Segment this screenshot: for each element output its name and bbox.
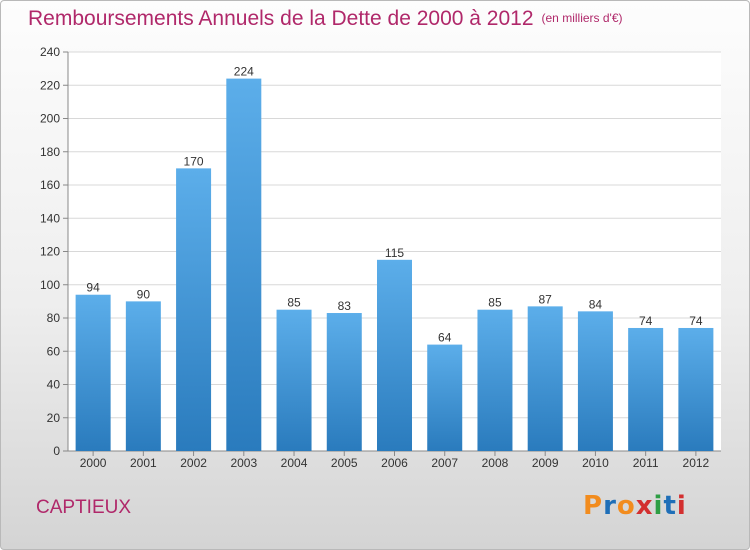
logo-letter: t (663, 491, 677, 521)
y-tick-label: 80 (47, 311, 61, 325)
bar-2008 (477, 309, 513, 451)
x-tick-label: 2004 (281, 456, 308, 470)
bar-2012 (678, 327, 714, 451)
bar-2001 (125, 301, 161, 451)
bar-2000 (75, 294, 111, 451)
location-name: CAPTIEUX (36, 497, 132, 518)
proxiti-logo: Proxiti (583, 491, 687, 521)
y-tick-label: 20 (47, 411, 61, 425)
y-tick-label: 60 (47, 344, 61, 358)
bar-2009 (527, 306, 563, 451)
data-label: 83 (338, 299, 352, 313)
data-label: 85 (287, 296, 301, 310)
logo-letter: r (603, 491, 617, 521)
data-label: 90 (137, 287, 151, 301)
bar-2002 (176, 168, 212, 451)
x-tick-label: 2002 (180, 456, 207, 470)
chart-title-main: Remboursements Annuels de la Dette de 20… (28, 7, 534, 30)
data-label: 74 (689, 314, 703, 328)
y-tick-label: 160 (40, 178, 60, 192)
data-label: 87 (539, 292, 553, 306)
x-tick-label: 2001 (130, 456, 157, 470)
data-label: 64 (438, 331, 452, 345)
bar-2010 (577, 311, 613, 451)
logo-letter: x (635, 491, 654, 521)
x-tick-label: 2008 (482, 456, 509, 470)
x-tick-label: 2003 (230, 456, 257, 470)
y-tick-label: 220 (40, 78, 60, 92)
chart-title: Remboursements Annuels de la Dette de 20… (28, 7, 623, 31)
data-label: 170 (184, 154, 204, 168)
chart-title-unit: (en milliers d'€) (541, 11, 623, 25)
x-tick-label: 2006 (381, 456, 408, 470)
logo-letter: P (583, 491, 604, 521)
data-label: 85 (488, 296, 502, 310)
x-tick-label: 2000 (80, 456, 107, 470)
data-label: 94 (86, 281, 100, 295)
data-label: 224 (234, 65, 254, 79)
logo-letter: o (616, 491, 636, 521)
bar-2004 (276, 309, 312, 451)
x-tick-label: 2011 (633, 456, 659, 470)
data-label: 84 (589, 297, 603, 311)
bar-2007 (427, 344, 463, 451)
bar-2006 (377, 259, 412, 451)
x-tick-label: 2007 (431, 456, 458, 470)
logo-letter: i (676, 491, 687, 521)
x-tick-label: 2009 (532, 456, 559, 470)
y-tick-label: 120 (40, 245, 60, 259)
y-tick-label: 180 (40, 145, 60, 159)
bar-2011 (628, 327, 664, 451)
y-tick-label: 40 (47, 378, 61, 392)
y-tick-label: 100 (40, 278, 60, 292)
bar-2003 (226, 78, 262, 451)
data-label: 115 (385, 246, 404, 260)
data-label: 74 (639, 314, 653, 328)
bar-2005 (326, 313, 362, 451)
x-tick-label: 2005 (331, 456, 358, 470)
logo-letter: i (653, 491, 664, 521)
y-tick-label: 200 (40, 112, 60, 126)
y-tick-label: 240 (40, 45, 60, 59)
x-tick-label: 2010 (582, 456, 609, 470)
y-tick-label: 0 (53, 444, 60, 458)
x-tick-label: 2012 (683, 456, 710, 470)
y-tick-label: 140 (40, 211, 60, 225)
